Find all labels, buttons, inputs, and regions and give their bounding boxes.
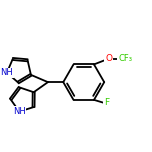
- Text: NH: NH: [0, 68, 13, 77]
- Text: CF₃: CF₃: [118, 54, 132, 63]
- Text: O: O: [105, 54, 112, 63]
- Text: F: F: [104, 98, 109, 107]
- Text: NH: NH: [13, 107, 26, 116]
